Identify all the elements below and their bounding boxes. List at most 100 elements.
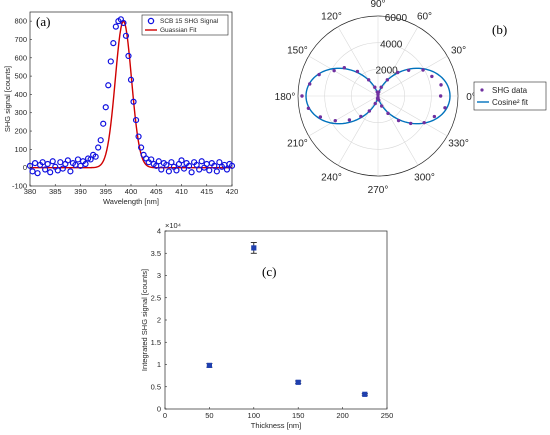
- r-tick-label: 6000: [385, 13, 408, 24]
- data-point: [188, 169, 195, 176]
- y-tick-label: 1: [157, 360, 161, 369]
- theta-tick-label: 270°: [368, 185, 389, 196]
- theta-tick-label: 300°: [414, 173, 435, 184]
- data-point: [396, 70, 400, 75]
- data-point: [396, 118, 401, 123]
- data-point: [300, 94, 304, 98]
- data-point: [163, 161, 170, 169]
- panel-c-y-exponent: ×10⁴: [165, 221, 181, 230]
- panel-b-legend: SHG data Cosine² fit: [473, 81, 547, 111]
- data-point: [26, 162, 34, 169]
- y-tick-label: 500: [14, 72, 27, 81]
- data-point: [82, 160, 89, 168]
- data-point: [367, 109, 372, 113]
- data-point: [385, 78, 390, 82]
- x-tick-label: 200: [336, 411, 349, 420]
- r-tick-label: 2000: [376, 66, 399, 77]
- x-tick-label: 0: [163, 411, 167, 420]
- legend-label-shg-signal: SCB 15 SHG Signal: [160, 18, 219, 25]
- data-point: [132, 116, 140, 124]
- data-point: [362, 391, 368, 397]
- theta-tick-label: 120°: [321, 11, 342, 22]
- data-point: [386, 111, 390, 116]
- data-point: [112, 23, 119, 30]
- x-tick-label: 405: [150, 187, 163, 196]
- data-point: [251, 245, 257, 251]
- data-point: [193, 161, 200, 169]
- y-tick-label: 0.5: [151, 382, 161, 391]
- data-point: [228, 162, 236, 169]
- panel-b-plot-area: [300, 66, 451, 126]
- y-tick-label: 600: [14, 53, 27, 62]
- x-tick-label: 390: [74, 187, 87, 196]
- data-point: [155, 158, 162, 165]
- panel-a-axes-box: [29, 11, 233, 187]
- data-point: [135, 133, 142, 140]
- y-tick-label: 800: [14, 17, 27, 26]
- data-point: [29, 168, 36, 175]
- data-point: [49, 158, 56, 165]
- theta-tick-label: 90°: [370, 0, 385, 10]
- panel-c-y-axis-label: Integrated SHG signal [counts]: [140, 269, 149, 371]
- panel-b-polar-grid: 0° 30° 60° 90° 120° 150° 180° 210° 240° 270° 300° 3…: [275, 0, 476, 196]
- data-point: [375, 90, 380, 94]
- y-tick-label: 0: [23, 163, 27, 172]
- data-point: [67, 168, 74, 175]
- data-point: [422, 120, 426, 125]
- y-tick-label: -100: [12, 182, 27, 191]
- x-tick-label: 400: [125, 187, 138, 196]
- data-point: [44, 160, 51, 168]
- data-point: [180, 165, 188, 172]
- panel-c-axes-box: [164, 230, 388, 410]
- data-point: [332, 68, 336, 73]
- panel-a-legend-box: [141, 14, 229, 36]
- data-point: [438, 94, 443, 98]
- y-tick-label: 200: [14, 127, 27, 136]
- x-tick-label: 385: [49, 187, 62, 196]
- data-point: [42, 166, 49, 173]
- data-point: [168, 159, 175, 166]
- data-point: [110, 40, 117, 47]
- theta-tick-label: 150°: [287, 46, 308, 57]
- data-point: [376, 98, 381, 102]
- data-point: [376, 95, 380, 100]
- data-point: [125, 52, 132, 60]
- y-tick-label: 4: [157, 227, 161, 236]
- data-point: [373, 101, 377, 106]
- data-point: [127, 76, 135, 83]
- theta-tick-label: 60°: [417, 11, 432, 22]
- panel-a-label: (a): [36, 14, 50, 29]
- data-point: [47, 169, 54, 176]
- data-point: [97, 137, 104, 144]
- legend-marker-shg-signal: [147, 17, 155, 25]
- theta-tick-label: 240°: [321, 173, 342, 184]
- panel-c-ticks: 0 50 100 150 200 250 0 0.5 1 1.5 2 2.5 3 3.5 4: [151, 227, 394, 421]
- panel-b: 0° 30° 60° 90° 120° 150° 180° 210° 240° 270° 300° 3…: [275, 0, 547, 196]
- theta-tick-label: 0°: [466, 92, 476, 103]
- x-tick-label: 150: [292, 411, 305, 420]
- data-point: [206, 167, 213, 174]
- panel-b-legend-box: [473, 81, 547, 111]
- theta-tick-label: 30°: [451, 46, 466, 57]
- data-point: [295, 379, 301, 385]
- legend-label-shg-data: SHG data: [492, 86, 528, 95]
- data-point: [95, 144, 102, 151]
- data-point: [347, 118, 352, 122]
- data-point: [31, 160, 39, 167]
- data-point: [408, 121, 413, 126]
- x-tick-label: 50: [205, 411, 213, 420]
- data-point: [138, 144, 145, 151]
- y-tick-label: 700: [14, 35, 27, 44]
- data-point: [105, 82, 112, 89]
- data-point: [39, 159, 46, 166]
- data-point: [355, 69, 360, 74]
- data-point: [318, 115, 323, 119]
- panel-a-x-axis-label: Wavelength [nm]: [103, 197, 159, 206]
- panel-a-legend: SCB 15 SHG Signal Guassian Fit: [141, 14, 229, 36]
- data-point: [213, 168, 220, 175]
- legend-marker-shg-data: [480, 88, 484, 92]
- x-tick-label: 420: [226, 187, 239, 196]
- data-point: [100, 120, 107, 127]
- y-tick-label: 2: [157, 316, 161, 325]
